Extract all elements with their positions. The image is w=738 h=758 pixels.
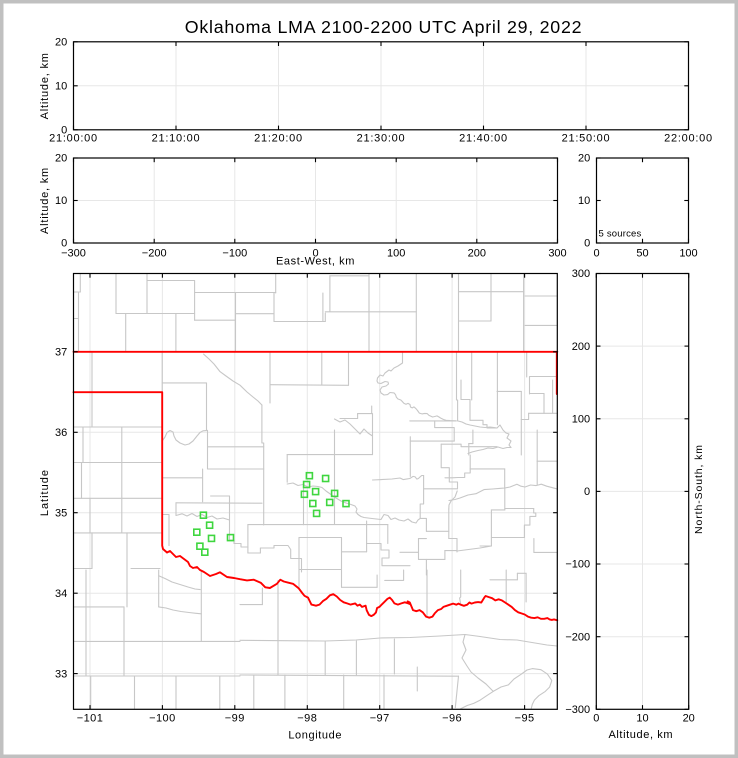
svg-text:0: 0 — [593, 713, 599, 725]
svg-text:21:10:00: 21:10:00 — [152, 133, 201, 145]
svg-text:5 sources: 5 sources — [599, 228, 642, 239]
svg-text:100: 100 — [679, 247, 697, 259]
svg-text:300: 300 — [548, 247, 566, 259]
svg-text:−100: −100 — [149, 713, 176, 725]
svg-text:34: 34 — [55, 588, 67, 600]
svg-text:200: 200 — [468, 247, 486, 259]
svg-text:0: 0 — [61, 238, 67, 250]
svg-text:Altitude, km: Altitude, km — [39, 52, 51, 119]
svg-text:10: 10 — [636, 713, 648, 725]
svg-text:20: 20 — [683, 713, 695, 725]
svg-text:−101: −101 — [77, 713, 104, 725]
svg-text:21:20:00: 21:20:00 — [254, 133, 303, 145]
svg-text:21:50:00: 21:50:00 — [562, 133, 611, 145]
svg-text:22:00:00: 22:00:00 — [664, 133, 713, 145]
svg-text:North-South, km: North-South, km — [693, 444, 705, 534]
svg-text:20: 20 — [578, 153, 590, 165]
svg-text:−100: −100 — [565, 559, 590, 571]
svg-text:10: 10 — [578, 195, 590, 207]
svg-text:−300: −300 — [565, 704, 590, 716]
svg-text:10: 10 — [55, 195, 67, 207]
svg-text:0: 0 — [61, 125, 67, 137]
svg-text:35: 35 — [55, 507, 67, 519]
svg-text:0: 0 — [593, 247, 599, 259]
svg-text:−200: −200 — [565, 631, 590, 643]
svg-text:10: 10 — [55, 81, 67, 93]
svg-text:300: 300 — [572, 268, 590, 280]
svg-text:36: 36 — [55, 427, 67, 439]
svg-text:20: 20 — [55, 153, 67, 165]
svg-text:0: 0 — [584, 486, 590, 498]
svg-text:Latitude: Latitude — [39, 469, 51, 516]
svg-text:0: 0 — [312, 247, 318, 259]
svg-text:−96: −96 — [442, 713, 462, 725]
svg-text:37: 37 — [55, 347, 67, 359]
svg-text:−95: −95 — [515, 713, 535, 725]
svg-text:−97: −97 — [370, 713, 390, 725]
svg-text:33: 33 — [55, 668, 67, 680]
svg-text:Altitude, km: Altitude, km — [608, 729, 673, 741]
svg-text:Longitude: Longitude — [288, 729, 342, 741]
svg-text:−200: −200 — [142, 247, 167, 259]
svg-text:21:00:00: 21:00:00 — [49, 133, 98, 145]
svg-text:East-West, km: East-West, km — [276, 256, 355, 268]
svg-text:−98: −98 — [297, 713, 317, 725]
svg-text:100: 100 — [572, 414, 590, 426]
svg-text:200: 200 — [572, 341, 590, 353]
svg-text:0: 0 — [584, 238, 590, 250]
svg-text:21:40:00: 21:40:00 — [459, 133, 508, 145]
svg-text:Altitude, km: Altitude, km — [39, 167, 51, 234]
svg-text:100: 100 — [387, 247, 405, 259]
svg-text:−300: −300 — [61, 247, 86, 259]
svg-text:−100: −100 — [222, 247, 247, 259]
svg-text:21:30:00: 21:30:00 — [357, 133, 406, 145]
svg-text:−99: −99 — [225, 713, 245, 725]
svg-text:Oklahoma LMA 2100-2200 UTC Apr: Oklahoma LMA 2100-2200 UTC April 29, 202… — [185, 17, 582, 37]
svg-text:20: 20 — [55, 37, 67, 49]
svg-text:50: 50 — [636, 247, 648, 259]
